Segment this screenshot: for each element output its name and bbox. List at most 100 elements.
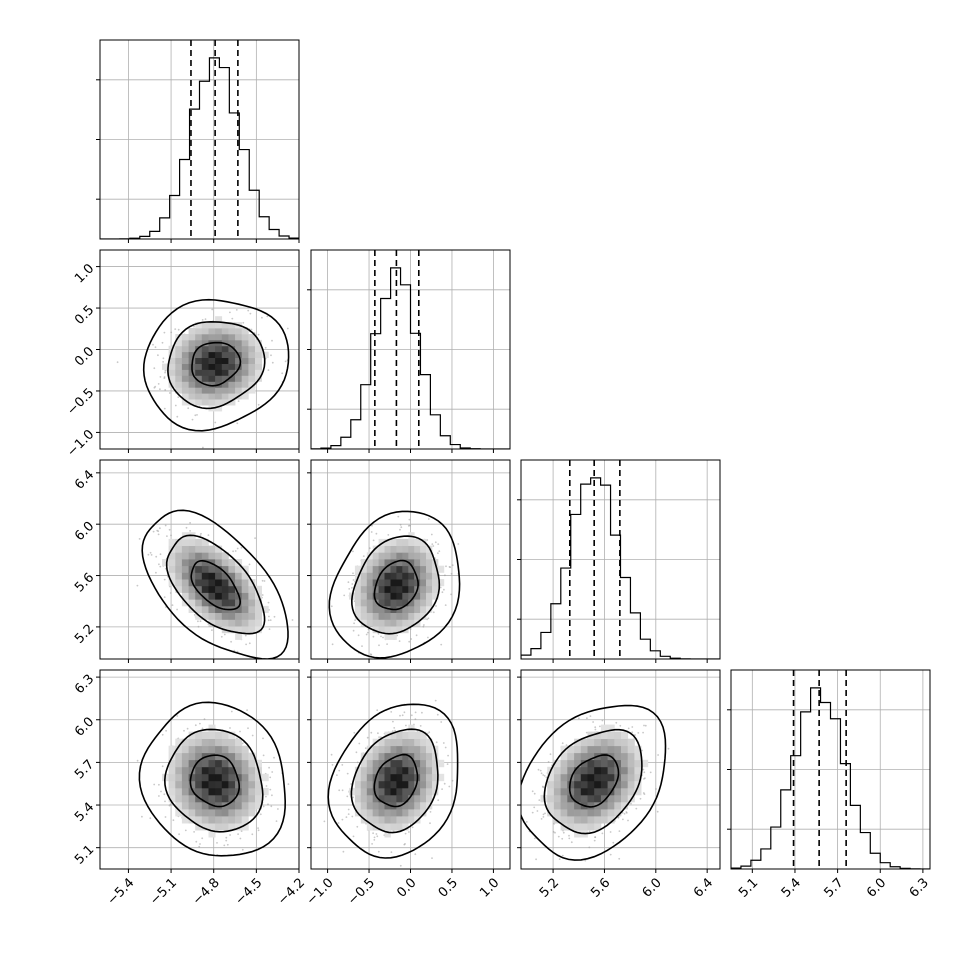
scatter-point	[536, 810, 539, 812]
density-cell	[188, 381, 196, 388]
density-cell	[228, 787, 236, 796]
panel-frame	[99, 459, 300, 660]
density-cell	[208, 592, 216, 600]
scatter-point	[415, 634, 418, 637]
density-cell	[228, 387, 236, 394]
density-cell	[241, 592, 249, 600]
density-cell	[420, 552, 427, 560]
density-cell	[241, 585, 249, 593]
density-cell	[221, 773, 229, 782]
scatter-point	[247, 309, 250, 312]
density-cell	[432, 572, 439, 580]
density-cell	[255, 773, 262, 782]
density-cell	[366, 599, 374, 607]
density-cell	[175, 381, 183, 388]
density-cell	[414, 612, 421, 620]
density-cell	[366, 565, 374, 573]
density-cell	[208, 345, 216, 353]
density-cell	[402, 592, 409, 600]
density-cell	[396, 794, 403, 803]
density-cell	[208, 585, 216, 593]
density-cell	[366, 809, 374, 817]
density-cell	[378, 619, 385, 627]
density-cell	[396, 559, 403, 567]
density-cell	[414, 592, 421, 600]
scatter-point	[273, 756, 275, 759]
scatter-point	[178, 833, 181, 836]
scatter-point	[432, 611, 435, 614]
scatter-point	[625, 811, 628, 813]
density-cell	[390, 585, 397, 593]
scatter-point	[443, 588, 445, 591]
density-cell	[228, 766, 236, 775]
density-cell	[408, 538, 415, 546]
panel-content	[100, 670, 299, 869]
scatter-point	[372, 832, 374, 835]
scatter-point	[268, 615, 270, 618]
density-cell	[175, 579, 183, 587]
density-cell	[241, 345, 249, 353]
density-cell	[378, 605, 385, 613]
scatter-point	[627, 819, 629, 822]
scatter-point	[277, 808, 279, 810]
density-cell	[248, 585, 256, 593]
scatter-point	[545, 776, 548, 779]
density-cell	[221, 357, 229, 364]
density-cell	[175, 766, 183, 775]
density-cell	[366, 802, 374, 810]
density-cell	[420, 809, 427, 817]
density-cell	[354, 780, 362, 789]
density-cell	[195, 559, 203, 567]
density-cell	[408, 773, 415, 782]
density-cell	[235, 632, 243, 640]
contour-39.3%	[189, 754, 240, 808]
density-cell	[248, 759, 256, 768]
density-cell	[396, 552, 403, 560]
scatter-point	[570, 841, 573, 844]
scatter-point	[373, 836, 376, 839]
scatter-point	[239, 837, 242, 840]
scatter-point	[558, 858, 561, 860]
density-cell	[390, 552, 397, 560]
density-cell	[201, 585, 209, 593]
density-cell	[181, 334, 189, 341]
density-cell	[208, 612, 216, 620]
scatter-point	[273, 615, 276, 618]
density-cell	[408, 579, 415, 587]
density-cell	[396, 738, 403, 747]
density-cell	[208, 579, 216, 587]
density-cell	[221, 787, 229, 796]
density-cell	[255, 612, 262, 620]
density-cell	[402, 802, 409, 810]
density-cell	[228, 816, 236, 824]
scatter-point	[586, 717, 588, 720]
scatter-point	[542, 813, 545, 816]
density-cell	[188, 328, 196, 335]
density-cell	[221, 369, 229, 376]
density-cell	[396, 565, 403, 573]
scatter-point	[655, 788, 657, 790]
scatter-point	[531, 811, 534, 814]
scatter-point	[251, 734, 254, 737]
scatter-point	[371, 524, 373, 527]
density-cell	[188, 794, 196, 803]
density-cell	[201, 399, 209, 406]
scatter-point	[275, 820, 278, 822]
panel-content	[311, 460, 510, 659]
density-cell	[221, 559, 229, 567]
density-cell	[372, 759, 379, 768]
density-cell	[420, 773, 427, 782]
scatter-point	[437, 543, 440, 545]
density-cell	[378, 780, 385, 789]
density-cell	[195, 579, 203, 587]
density-cell	[201, 612, 209, 620]
density-cell	[402, 572, 409, 580]
density-cell	[396, 752, 403, 761]
contour-86.5%	[350, 728, 439, 834]
density-cell	[181, 381, 189, 388]
density-cell	[255, 780, 262, 789]
density-cell	[195, 585, 203, 593]
density-cell	[378, 612, 385, 620]
contour-39.3%	[373, 753, 419, 808]
scatter-point	[342, 850, 345, 853]
